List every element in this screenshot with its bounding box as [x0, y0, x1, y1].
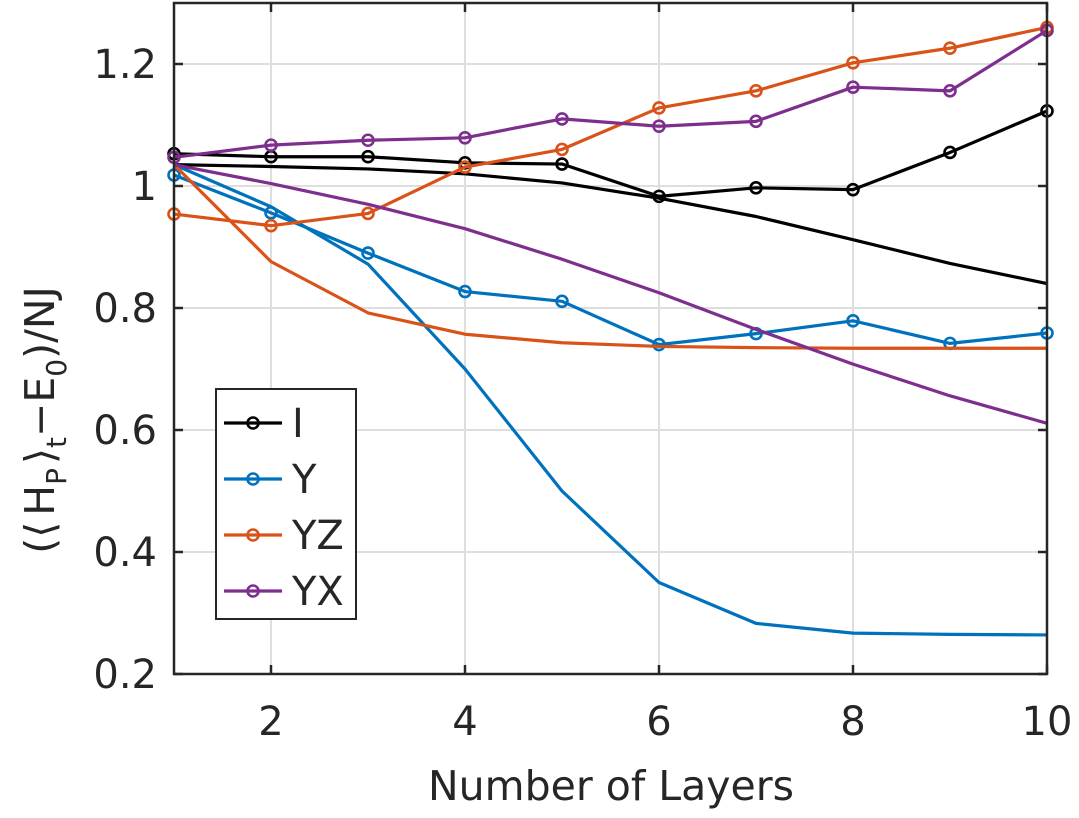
- series-yx-line: [173, 29, 1048, 159]
- series-y-smooth-line: [173, 163, 1048, 637]
- series-y-point: [846, 314, 860, 328]
- y-title-close: )/NJ: [16, 286, 64, 359]
- series-y-line: [173, 173, 1048, 347]
- legend-label-yz: YZ: [291, 513, 344, 559]
- y-title-langle: ⟨: [16, 522, 64, 538]
- series-y-point: [361, 246, 375, 260]
- legend-label-i: I: [292, 401, 304, 447]
- series-yx-point: [652, 119, 666, 134]
- y-tick-label: 0.8: [93, 286, 157, 332]
- series-i-point: [943, 145, 957, 160]
- legend-box: [215, 388, 357, 620]
- x-axis-title: Number of Layers: [428, 762, 794, 810]
- series-i-smooth-line: [173, 163, 1048, 286]
- series-i-point: [555, 157, 569, 171]
- series-yz-point: [652, 101, 666, 115]
- series-i-line: [173, 109, 1048, 198]
- series-yz-point: [943, 41, 957, 55]
- x-tick-label: 4: [452, 699, 477, 745]
- y-tick-label: 0.2: [93, 652, 157, 698]
- series-yx-point: [749, 114, 763, 129]
- legend-label-yx: YX: [291, 569, 344, 615]
- y-title-minus-e: −E: [16, 377, 64, 437]
- legend-item-i: I: [224, 401, 304, 447]
- series-y: [167, 163, 1054, 637]
- legend-swatch-marker: [246, 584, 260, 598]
- series-i-point: [361, 149, 375, 164]
- series-y-point: [652, 337, 666, 352]
- series-yx-point: [458, 131, 472, 145]
- series-i-point: [652, 189, 666, 204]
- legend-item-yz: YZ: [224, 513, 344, 559]
- x-tick-label: 2: [258, 699, 283, 745]
- series-yz-point: [555, 142, 569, 157]
- legend-swatch-marker: [246, 416, 260, 430]
- series-i-point: [749, 181, 763, 195]
- y-tick-label: 0.4: [93, 530, 157, 576]
- series-y-point: [264, 206, 278, 220]
- legend-label-y: Y: [291, 457, 317, 503]
- series-yx-point: [943, 84, 957, 98]
- x-tick-label: 8: [840, 699, 865, 745]
- series-group: [167, 20, 1054, 637]
- legend-swatch-marker: [246, 528, 260, 542]
- series-yx-point: [846, 80, 860, 94]
- series-yx-point: [264, 138, 278, 152]
- y-title-t-subscript: t: [40, 437, 73, 448]
- series-i-point: [846, 182, 860, 197]
- series-y-point: [458, 284, 472, 299]
- series-yz-smooth-line: [172, 163, 1047, 350]
- y-title-h: H: [16, 485, 64, 516]
- x-tick-label: 10: [1022, 699, 1073, 745]
- legend-swatch-marker: [246, 472, 260, 486]
- series-yz-point: [458, 160, 472, 174]
- y-title-rangle: ⟩: [16, 448, 64, 464]
- y-tick-label: 1: [132, 164, 157, 210]
- y-title-h-subscript: P: [40, 468, 73, 485]
- legend-item-y: Y: [224, 457, 317, 503]
- series-yz-point: [846, 55, 860, 70]
- series-yz-point: [264, 218, 278, 233]
- y-tick-label: 1.2: [93, 42, 157, 88]
- y-title-open-paren: (: [16, 538, 64, 554]
- legend-item-yx: YX: [224, 569, 344, 615]
- series-y-point: [555, 294, 569, 309]
- series-yx-smooth-line: [173, 163, 1048, 425]
- series-yz-point: [749, 84, 763, 98]
- series-yz-line: [173, 25, 1048, 228]
- x-tick-label: 6: [646, 699, 671, 745]
- legend: IY YZ YX: [215, 388, 357, 620]
- y-title-e-subscript: 0: [40, 359, 73, 377]
- series-yx-point: [361, 133, 375, 148]
- axis-ticks: 2 4 6 8 10 0.2 0.4 0.6 0.8 1 1.2: [93, 3, 1072, 745]
- series-yz-point: [361, 206, 375, 221]
- y-axis-title: (⟨ HP ⟩t−E0)/NJ: [16, 286, 73, 553]
- y-tick-label: 0.6: [93, 408, 157, 454]
- plot-frame: [172, 1, 1049, 676]
- series-yx-point: [555, 112, 569, 126]
- series-i: [167, 104, 1054, 286]
